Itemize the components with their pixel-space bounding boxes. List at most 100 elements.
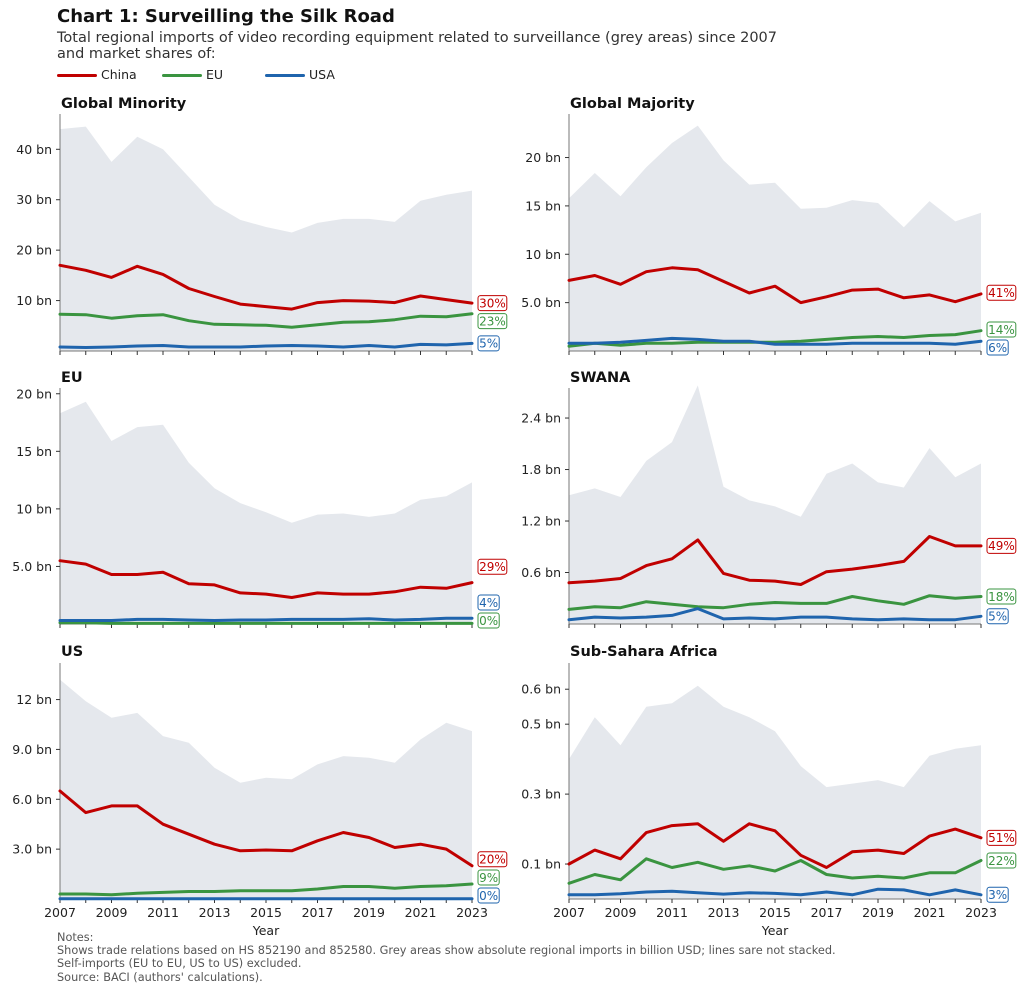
x-tick-label: 2017	[811, 905, 843, 920]
share-badge-label: 4%	[479, 596, 498, 610]
legend-swatch-china	[57, 74, 97, 77]
share-badge-eu: 22%	[986, 852, 1017, 869]
x-tick-label: 2009	[605, 905, 637, 920]
panel-sub-sahara-africa: Sub-Sahara Africa 0.1 bn 0.3 bn 0.5 bn 0.6 b…	[521, 644, 1017, 938]
series-line-usa	[58, 616, 474, 622]
y-tick-label: 0.5 bn	[521, 717, 561, 732]
series-line-eu	[58, 882, 474, 897]
y-tick-label: 0.1 bn	[521, 857, 561, 872]
notes-line-2: Self-imports (EU to EU, US to US) exclud…	[57, 957, 302, 971]
share-badge-label: 41%	[988, 286, 1015, 300]
share-badge-box	[986, 284, 1017, 301]
y-tick-label: 20 bn	[16, 386, 52, 401]
panel-global-majority: Global Majority 5.0 bn 10 bn 15 bn 20 bn 41% 1…	[521, 96, 1017, 356]
y-tick-label: 6.0 bn	[12, 792, 52, 807]
legend-label-usa: USA	[309, 67, 335, 82]
share-badge-box	[986, 339, 1009, 356]
share-badge-label: 5%	[479, 337, 498, 351]
share-badge-china: 41%	[986, 284, 1017, 301]
x-tick-label: 2021	[914, 905, 946, 920]
share-badge-label: 0%	[479, 889, 498, 903]
y-tick-label: 10 bn	[16, 501, 52, 516]
x-tick-label: 2011	[656, 905, 688, 920]
share-badge-usa: 5%	[986, 608, 1009, 625]
series-line-usa	[58, 341, 474, 349]
x-tick-label: 2023	[456, 905, 488, 920]
share-badge-box	[477, 612, 500, 629]
notes: Notes: Shows trade relations based on HS…	[57, 931, 836, 984]
panel-eu: EU 5.0 bn 10 bn 15 bn 20 bn 29% 4% 0%	[12, 370, 508, 629]
share-badge-box	[986, 608, 1009, 625]
share-badge-label: 0%	[479, 614, 498, 628]
y-tick-label: 9.0 bn	[12, 742, 52, 757]
share-badge-label: 6%	[988, 341, 1007, 355]
panel-title: Sub-Sahara Africa	[570, 644, 718, 660]
series-line-usa	[567, 607, 983, 622]
series-line-china	[58, 263, 474, 311]
panel-global-minority: Global Minority 10 bn 20 bn 30 bn 40 bn 30% 23…	[16, 96, 508, 355]
y-tick-label: 1.2 bn	[521, 514, 561, 529]
share-badge-usa: 3%	[986, 886, 1009, 903]
series-line-china	[567, 822, 983, 869]
share-badge-label: 9%	[479, 871, 498, 885]
x-tick-label: 2009	[96, 905, 128, 920]
legend-item-usa: USA	[265, 67, 335, 82]
share-badge-label: 5%	[988, 610, 1007, 624]
panel-title: Global Minority	[61, 96, 187, 112]
share-badge-box	[477, 313, 508, 330]
y-tick-label: 0.3 bn	[521, 787, 561, 802]
share-badge-label: 23%	[479, 314, 506, 328]
notes-heading: Notes:	[57, 931, 94, 944]
share-badge-eu: 0%	[477, 612, 500, 629]
y-tick-label: 20 bn	[525, 150, 561, 165]
total-imports-area	[60, 126, 472, 351]
chart-title: Chart 1: Surveilling the Silk Road	[57, 6, 395, 27]
share-badge-usa: 5%	[477, 335, 500, 352]
series-line-china	[58, 559, 474, 599]
share-badge-eu: 9%	[477, 869, 500, 886]
legend-label-eu: EU	[206, 67, 224, 82]
share-badge-eu: 18%	[986, 588, 1017, 605]
series-line-china	[567, 266, 983, 305]
share-badge-box	[986, 537, 1017, 554]
series-line-china	[58, 789, 474, 868]
share-badge-usa: 4%	[477, 594, 500, 611]
y-tick-label: 0.6 bn	[521, 682, 561, 697]
share-badge-box	[986, 886, 1009, 903]
share-badge-box	[477, 887, 500, 904]
series-line-eu	[567, 329, 983, 348]
y-tick-label: 10 bn	[525, 247, 561, 262]
y-tick-label: 20 bn	[16, 243, 52, 258]
share-badge-label: 29%	[479, 560, 506, 574]
notes-line-1: Shows trade relations based on HS 852190…	[57, 944, 836, 958]
series-line-usa	[567, 336, 983, 346]
series-line-eu	[58, 621, 474, 625]
panel-title: Global Majority	[570, 96, 695, 112]
y-tick-label: 30 bn	[16, 192, 52, 207]
y-tick-label: 0.6 bn	[521, 565, 561, 580]
series-line-eu	[567, 594, 983, 611]
y-tick-label: 2.4 bn	[521, 411, 561, 426]
share-badge-label: 14%	[988, 323, 1015, 337]
x-tick-label: 2023	[965, 905, 997, 920]
share-badge-label: 22%	[988, 854, 1015, 868]
legend-item-eu: EU	[162, 67, 223, 82]
share-badge-label: 30%	[479, 296, 506, 310]
share-badge-label: 49%	[988, 539, 1015, 553]
y-tick-label: 5.0 bn	[521, 295, 561, 310]
share-badge-china: 20%	[477, 851, 508, 868]
y-tick-label: 3.0 bn	[12, 842, 52, 857]
share-badge-china: 30%	[477, 295, 508, 312]
x-tick-label: 2013	[199, 905, 231, 920]
y-tick-label: 1.8 bn	[521, 462, 561, 477]
share-badge-box	[986, 829, 1017, 846]
share-badge-china: 49%	[986, 537, 1017, 554]
x-tick-label: 2019	[353, 905, 385, 920]
share-badge-box	[477, 594, 500, 611]
share-badge-china: 51%	[986, 829, 1017, 846]
x-tick-label: 2007	[553, 905, 585, 920]
x-tick-label: 2017	[302, 905, 334, 920]
x-tick-label: 2021	[405, 905, 437, 920]
share-badge-usa: 6%	[986, 339, 1009, 356]
share-badge-box	[477, 335, 500, 352]
